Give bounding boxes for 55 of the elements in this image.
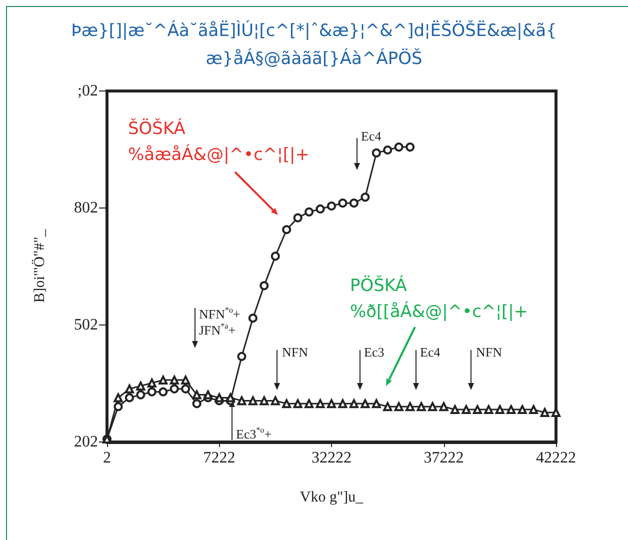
x-tick-label: 37222 — [424, 450, 464, 466]
text: ;02 — [78, 82, 98, 100]
x-tick-label: 42222 — [536, 450, 576, 466]
point — [170, 384, 179, 394]
point — [114, 402, 123, 412]
point — [124, 384, 134, 394]
point — [124, 393, 134, 402]
point — [147, 387, 156, 396]
point — [282, 225, 292, 234]
y-axis-title: B]oi"'Ö"#"_ — [31, 228, 48, 303]
point — [192, 390, 202, 400]
annotation: NFN — [282, 344, 309, 360]
point — [136, 390, 146, 400]
annotation: ŠÖŠKÁ %åæåÁ&@|^•c^¦[|+ — [128, 118, 310, 165]
x-tick-label: 32222 — [312, 450, 352, 466]
point — [114, 393, 123, 402]
point — [204, 390, 213, 400]
point — [260, 281, 269, 290]
point — [248, 396, 258, 406]
point — [372, 148, 381, 158]
point — [237, 352, 246, 361]
point — [158, 387, 168, 396]
point — [406, 142, 415, 152]
point — [349, 198, 358, 208]
point — [270, 252, 280, 261]
point — [383, 145, 392, 154]
point — [327, 399, 336, 408]
annotation: NFN — [476, 344, 503, 360]
x-tick-label: 7222 — [203, 450, 236, 466]
point — [304, 207, 314, 216]
point — [214, 393, 224, 402]
point — [181, 384, 190, 394]
point — [237, 396, 246, 406]
point — [248, 314, 258, 323]
chart-title: Þæ}[]|æ˘^Áà˘ãåË]ÌÚ¦[c^[*|ˆ&æ}¦^&^]d¦ËŠÖŠË&æ|&ã{ æ}åÁ§@ãàãã[}Áà^ÁPÖŠ — [71, 20, 557, 69]
text: Ec4 — [361, 128, 382, 144]
point — [327, 202, 336, 211]
text: 202 — [74, 434, 98, 450]
point — [394, 142, 404, 152]
point — [270, 396, 280, 406]
x-tick-label: 2 — [103, 450, 111, 466]
point — [136, 381, 146, 390]
text: 502 — [74, 316, 98, 334]
point — [226, 393, 235, 402]
point — [360, 192, 370, 202]
point — [293, 213, 302, 222]
point — [260, 396, 269, 406]
point — [192, 399, 202, 408]
x-axis-title: Vko g"]u_ — [300, 490, 364, 506]
annotation: Ec4 — [420, 344, 441, 360]
annotation: PÖŠKÁ %ð[[åÁ&@|^•c^¦[|+ — [350, 275, 528, 322]
annotation: Ec3 — [364, 344, 384, 360]
point — [316, 204, 325, 214]
point — [338, 198, 348, 208]
text: 802 — [74, 200, 98, 216]
